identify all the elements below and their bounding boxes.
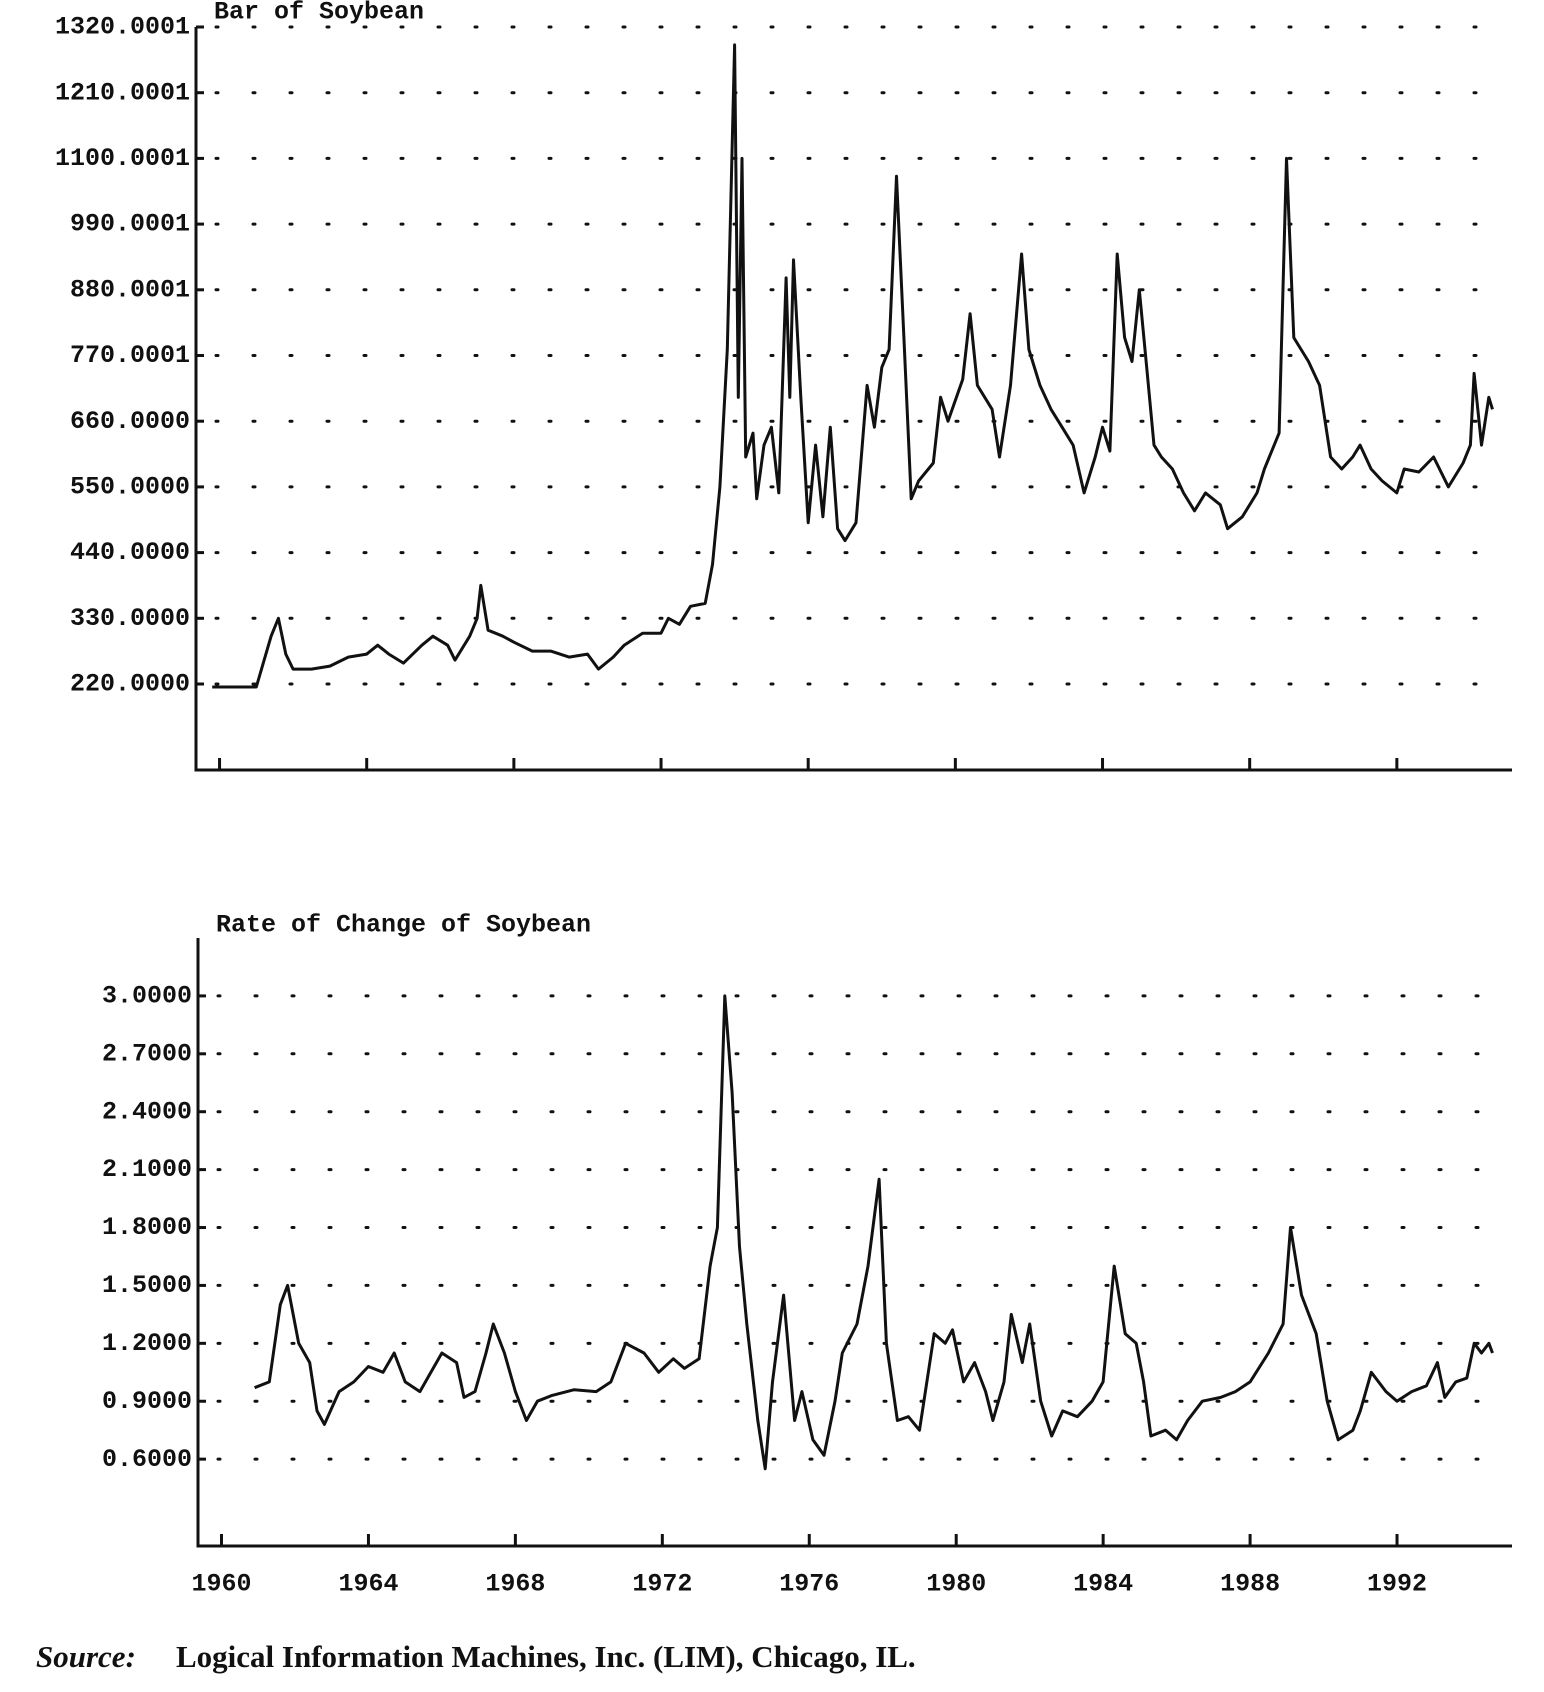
x-tick-label: 1972 [632, 1570, 692, 1599]
y-tick-label: 2.1000 [102, 1155, 192, 1184]
y-tick-label: 0.6000 [102, 1445, 192, 1474]
y-tick-label: 2.4000 [102, 1097, 192, 1126]
x-tick-label: 1984 [1073, 1570, 1133, 1599]
y-tick-label: 990.0001 [70, 210, 190, 239]
y-tick-label: 1.8000 [102, 1213, 192, 1242]
y-tick-label: 770.0001 [70, 341, 190, 370]
data-line [212, 43, 1494, 689]
y-tick-label: 660.0000 [70, 407, 190, 436]
y-tick-label: 1320.0001 [55, 13, 190, 42]
x-tick-label: 1968 [485, 1570, 545, 1599]
x-tick-label: 1980 [926, 1570, 986, 1599]
source-text: Logical Information Machines, Inc. (LIM)… [176, 1639, 916, 1674]
chart-title: Bar of Soybean [214, 0, 424, 27]
x-tick-label: 1988 [1220, 1570, 1280, 1599]
x-tick-label: 1992 [1367, 1570, 1427, 1599]
y-tick-label: 1100.0001 [55, 144, 190, 173]
axis [196, 938, 1512, 1548]
x-tick-label: 1976 [779, 1570, 839, 1599]
y-tick-label: 0.9000 [102, 1387, 192, 1416]
y-tick-label: 1.5000 [102, 1271, 192, 1300]
source-label: Source: [36, 1639, 136, 1674]
y-tick-label: 1210.0001 [55, 78, 190, 107]
x-tick-label: 1960 [192, 1570, 252, 1599]
y-tick-label: 880.0001 [70, 275, 190, 304]
y-tick-label: 330.0000 [70, 604, 190, 633]
chart-title: Rate of Change of Soybean [216, 911, 591, 940]
y-tick-label: 550.0000 [70, 473, 190, 502]
axis [194, 27, 1512, 772]
x-tick-label: 1964 [338, 1570, 398, 1599]
y-tick-label: 1.2000 [102, 1329, 192, 1358]
y-tick-label: 3.0000 [102, 982, 192, 1011]
y-tick-label: 220.0000 [70, 670, 190, 699]
y-tick-label: 2.7000 [102, 1039, 192, 1068]
data-line [254, 994, 1494, 1471]
y-tick-label: 440.0000 [70, 538, 190, 567]
